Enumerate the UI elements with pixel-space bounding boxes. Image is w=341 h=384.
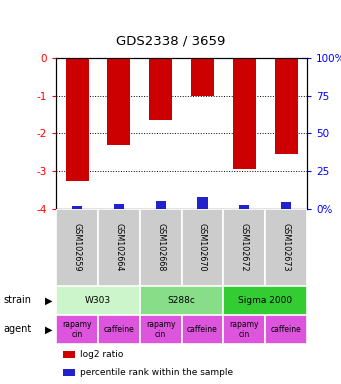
Text: GSM102672: GSM102672 bbox=[240, 223, 249, 272]
Bar bbox=[155, 201, 166, 209]
Bar bbox=[275, 58, 297, 154]
Text: ▶: ▶ bbox=[45, 295, 53, 306]
Bar bbox=[182, 315, 223, 344]
Bar bbox=[265, 315, 307, 344]
Text: caffeine: caffeine bbox=[104, 325, 134, 334]
Bar bbox=[281, 202, 291, 209]
Bar bbox=[223, 315, 265, 344]
Bar bbox=[140, 209, 182, 286]
Text: GSM102664: GSM102664 bbox=[115, 223, 123, 272]
Bar bbox=[114, 204, 124, 209]
Bar bbox=[149, 58, 172, 120]
Bar bbox=[233, 58, 256, 169]
Bar bbox=[98, 209, 140, 286]
Text: percentile rank within the sample: percentile rank within the sample bbox=[80, 367, 233, 377]
Bar bbox=[191, 58, 214, 96]
Bar bbox=[182, 209, 223, 286]
Text: GSM102673: GSM102673 bbox=[282, 223, 291, 272]
Text: rapamy
cin: rapamy cin bbox=[146, 319, 176, 339]
Text: S288c: S288c bbox=[168, 296, 195, 305]
Bar bbox=[223, 286, 307, 315]
Bar bbox=[265, 209, 307, 286]
Bar bbox=[140, 286, 223, 315]
Bar bbox=[140, 315, 182, 344]
Text: log2 ratio: log2 ratio bbox=[80, 350, 123, 359]
Text: GSM102668: GSM102668 bbox=[156, 223, 165, 272]
Text: rapamy
cin: rapamy cin bbox=[229, 319, 259, 339]
Bar bbox=[107, 58, 130, 145]
Text: agent: agent bbox=[3, 324, 32, 334]
Text: GSM102670: GSM102670 bbox=[198, 223, 207, 272]
Bar bbox=[239, 205, 249, 209]
Bar bbox=[56, 315, 98, 344]
Bar bbox=[56, 286, 140, 315]
Text: strain: strain bbox=[3, 295, 31, 306]
Bar bbox=[98, 315, 140, 344]
Text: Sigma 2000: Sigma 2000 bbox=[238, 296, 292, 305]
Text: GDS2338 / 3659: GDS2338 / 3659 bbox=[116, 35, 225, 48]
Bar bbox=[56, 209, 98, 286]
Text: caffeine: caffeine bbox=[187, 325, 218, 334]
Text: caffeine: caffeine bbox=[271, 325, 301, 334]
Text: rapamy
cin: rapamy cin bbox=[62, 319, 92, 339]
Bar bbox=[197, 197, 208, 209]
Bar bbox=[66, 58, 89, 181]
Text: GSM102659: GSM102659 bbox=[73, 223, 81, 272]
Text: ▶: ▶ bbox=[45, 324, 53, 334]
Bar bbox=[72, 206, 82, 209]
Bar bbox=[223, 209, 265, 286]
Text: W303: W303 bbox=[85, 296, 111, 305]
